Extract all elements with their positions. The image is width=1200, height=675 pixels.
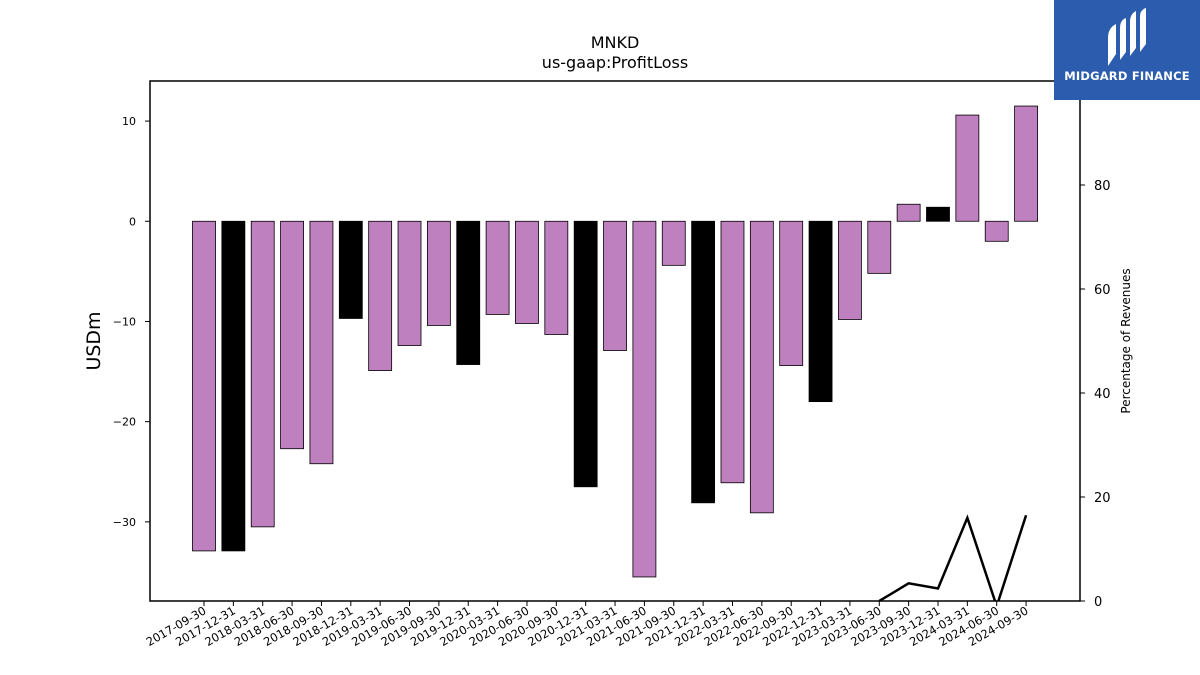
midgard-finance-logo: MIDGARD FINANCE (1054, 0, 1200, 100)
bar-2019-06-30 (397, 220, 422, 346)
y2-tick-label: 60 (1094, 283, 1111, 298)
y-tick-label: −20 (113, 416, 136, 429)
bar-2019-03-31 (368, 220, 393, 371)
bar-2021-06-30 (632, 220, 657, 578)
percentage-line-layer (878, 514, 1028, 601)
left-axis: 10 0 −10 −20 −30 (113, 115, 150, 529)
bar-2020-09-30 (544, 220, 569, 335)
y2-tick-label: 20 (1094, 491, 1111, 506)
bar-2023-06-30 (867, 220, 892, 274)
x-axis: 2017-09-302017-12-312018-03-312018-06-30… (144, 601, 1031, 649)
y-tick-label: −30 (113, 516, 136, 529)
y2-tick-label: 0 (1094, 595, 1102, 610)
y2-tick-label: 40 (1094, 387, 1111, 402)
bar-2022-12-31 (808, 220, 833, 403)
bar-2017-12-31 (221, 220, 246, 552)
bar-2022-06-30 (749, 220, 774, 514)
y-tick-label: 0 (129, 215, 136, 228)
bar-2024-06-30 (984, 220, 1009, 242)
bar-2018-06-30 (280, 220, 304, 450)
bar-2023-12-31 (926, 206, 950, 222)
bar-2019-09-30 (426, 220, 451, 326)
bar-2023-03-31 (838, 220, 862, 320)
bar-2021-09-30 (661, 220, 686, 266)
bar-2019-12-31 (456, 220, 481, 365)
bar-2021-12-31 (691, 220, 716, 504)
y2-tick-label: 80 (1094, 179, 1111, 194)
logo-text: MIDGARD FINANCE (1064, 69, 1190, 83)
y-axis-label: USDm (83, 311, 105, 370)
y-tick-label: −10 (113, 315, 136, 328)
bar-2018-12-31 (338, 220, 363, 319)
right-axis: 80 60 40 20 0 (1080, 179, 1111, 610)
bar-2020-06-30 (515, 220, 539, 324)
bar-2020-12-31 (573, 220, 598, 488)
bar-2020-03-31 (485, 220, 510, 315)
bar-2017-09-30 (192, 220, 216, 552)
percentage-of-revenues-line (878, 514, 1028, 601)
midgard-logo-icon (1108, 8, 1146, 66)
bar-2022-03-31 (720, 220, 745, 484)
bar-2024-09-30 (1014, 105, 1038, 222)
y2-axis-label: Percentage of Revenues (1119, 268, 1133, 413)
bar-2023-09-30 (896, 203, 921, 222)
bars-layer (192, 105, 1038, 578)
bar-2024-03-31 (955, 114, 980, 222)
chart-title: MNKD (591, 33, 640, 52)
y-tick-label: 10 (122, 115, 136, 128)
bar-2018-03-31 (250, 220, 275, 528)
chart-subtitle: us-gaap:ProfitLoss (542, 53, 688, 72)
bar-2018-09-30 (309, 220, 334, 465)
bar-2021-03-31 (603, 220, 627, 351)
bar-2022-09-30 (779, 220, 804, 366)
